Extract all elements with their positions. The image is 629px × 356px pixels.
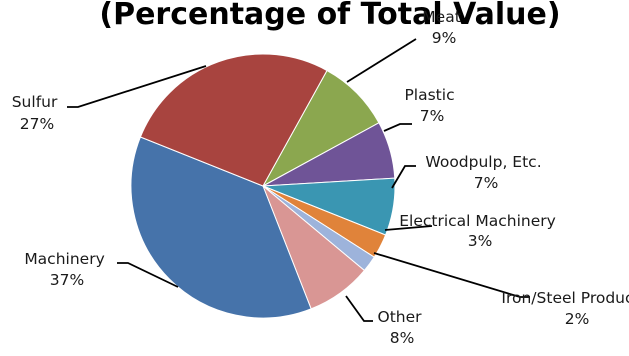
slice-label-iron-steel-products: Iron/Steel Products 2% [501,289,629,328]
leader-line-plastic [383,123,412,132]
leader-line-sulfur [67,65,207,108]
pie-slices [130,53,396,319]
data-labels: Meat 9% Plastic 7% Woodpulp, Etc. 7% Ele… [12,8,629,347]
slice-label-plastic: Plastic 7% [404,86,459,125]
slice-label-meat: Meat 9% [422,8,465,47]
pie-slice-machinery [130,136,312,319]
leader-line-electrical-machinery [384,225,433,231]
slice-label-electrical-machinery: Electrical Machinery 3% [399,212,561,250]
pie-slice-sulfur [139,53,328,187]
slice-label-sulfur: Sulfur 27% [12,93,63,133]
leader-line-meat [346,38,417,83]
leader-line-iron-steel-products [373,252,530,298]
slice-label-machinery: Machinery 37% [24,250,109,289]
slice-label-woodpulp: Woodpulp, Etc. 7% [425,153,546,192]
slice-label-other: Other 8% [378,308,427,347]
leader-line-other [345,295,373,322]
leader-line-woodpulp [391,165,416,189]
leader-line-machinery [117,262,179,288]
leader-lines [67,38,530,322]
chart-title: (Percentage of Total Value) [99,0,560,32]
